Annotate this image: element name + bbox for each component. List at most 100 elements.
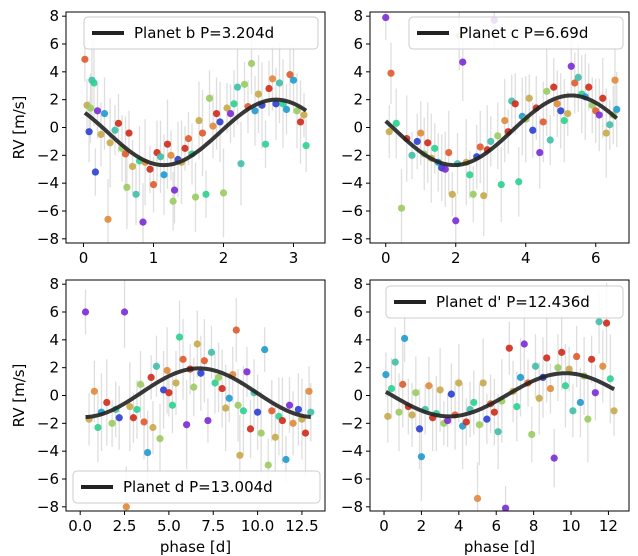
data-point (209, 122, 217, 130)
x-tick-label: 6 (491, 517, 501, 535)
y-tick-label: 4 (49, 331, 59, 349)
data-point (223, 104, 231, 112)
data-point (395, 408, 403, 416)
data-point (251, 107, 259, 115)
y-tick-label: 8 (49, 275, 59, 293)
y-tick-label: −2 (37, 146, 59, 164)
data-point (184, 135, 193, 143)
data-point (591, 389, 599, 397)
data-point (387, 384, 396, 393)
data-point (200, 357, 208, 365)
legend: Planet d' P=12.436d (385, 285, 624, 319)
legend: Planet b P=3.204d (83, 16, 319, 50)
data-point (511, 100, 519, 108)
data-point (425, 382, 433, 390)
data-point (122, 503, 130, 511)
data-point (271, 433, 279, 441)
data-point (172, 379, 180, 387)
x-tick-label: 2 (219, 249, 229, 267)
data-point (226, 109, 235, 118)
y-tick-label: 2 (353, 91, 363, 109)
data-point (602, 319, 611, 327)
x-tick-label: 8 (529, 517, 539, 535)
data-point (233, 83, 242, 91)
data-point (417, 453, 426, 461)
x-tick-label: 3 (289, 249, 299, 267)
data-point (400, 334, 409, 343)
data-point (382, 13, 390, 22)
y-tick-label: −2 (341, 414, 363, 432)
data-point (165, 389, 173, 397)
data-point (133, 405, 141, 414)
y-tick-label: −8 (341, 230, 363, 248)
data-point (111, 126, 119, 134)
data-point (207, 348, 216, 356)
legend-box (83, 16, 319, 50)
panel-1: −8 −6 −4 −2 0 2 4 6 8 0 1 2 3 RV [m/s] Planet b P=3.20… (10, 7, 326, 267)
data-point (480, 192, 488, 200)
data-point (448, 190, 456, 198)
data-point (86, 104, 95, 112)
x-tick-label: 12.5 (285, 517, 318, 535)
data-point (195, 116, 203, 125)
x-tick-label: 12 (599, 517, 618, 535)
data-point (587, 355, 596, 363)
data-point (81, 308, 90, 316)
data-point (239, 407, 247, 415)
data-point (159, 386, 168, 394)
y-tick-label: 2 (49, 359, 59, 377)
data-point (169, 197, 177, 205)
data-point (254, 90, 263, 98)
x-tick-label: 0 (381, 249, 391, 267)
x-tick-label: 5.0 (157, 517, 181, 535)
data-point (487, 137, 495, 146)
data-point (536, 148, 544, 157)
data-point (204, 416, 212, 425)
data-point (543, 87, 551, 95)
data-point (441, 165, 449, 173)
data-point (490, 408, 498, 416)
data-point (104, 215, 112, 223)
data-point (214, 373, 223, 382)
x-tick-label: 2 (417, 517, 427, 535)
data-point (567, 62, 575, 70)
data-point (121, 150, 130, 158)
data-point (193, 340, 201, 348)
data-point (198, 129, 207, 137)
data-point (136, 380, 145, 388)
data-point (452, 217, 460, 225)
y-tick-label: −4 (37, 174, 59, 192)
data-point (243, 368, 251, 376)
data-point (473, 494, 482, 503)
data-point (606, 375, 614, 383)
y-tick-label: 6 (353, 35, 363, 53)
data-point (584, 415, 592, 423)
legend-box (385, 285, 624, 319)
y-tick-label: −6 (341, 202, 363, 220)
data-point (179, 355, 187, 363)
data-point (302, 141, 310, 150)
data-point (553, 100, 561, 108)
data-point (459, 58, 467, 66)
y-tick-label: 4 (353, 331, 363, 349)
x-tick-label: 0 (79, 249, 89, 267)
data-point (160, 171, 168, 179)
y-tick-label: 0 (49, 119, 59, 137)
data-point (475, 421, 483, 429)
data-point (543, 354, 551, 362)
data-point (516, 373, 525, 382)
model-curve (384, 93, 619, 168)
data-point (103, 398, 111, 407)
x-tick-label: 2 (451, 249, 461, 267)
data-point (156, 435, 164, 443)
data-point (494, 428, 502, 436)
x-tick-label: 0.0 (68, 517, 92, 535)
legend: Planet c P=6.69d (408, 16, 624, 50)
data-point (557, 107, 565, 115)
y-tick-label: 4 (49, 63, 59, 81)
data-point (479, 379, 487, 387)
data-point (513, 403, 521, 411)
data-point (181, 144, 189, 152)
data-point (293, 107, 301, 115)
data-point (599, 94, 607, 102)
